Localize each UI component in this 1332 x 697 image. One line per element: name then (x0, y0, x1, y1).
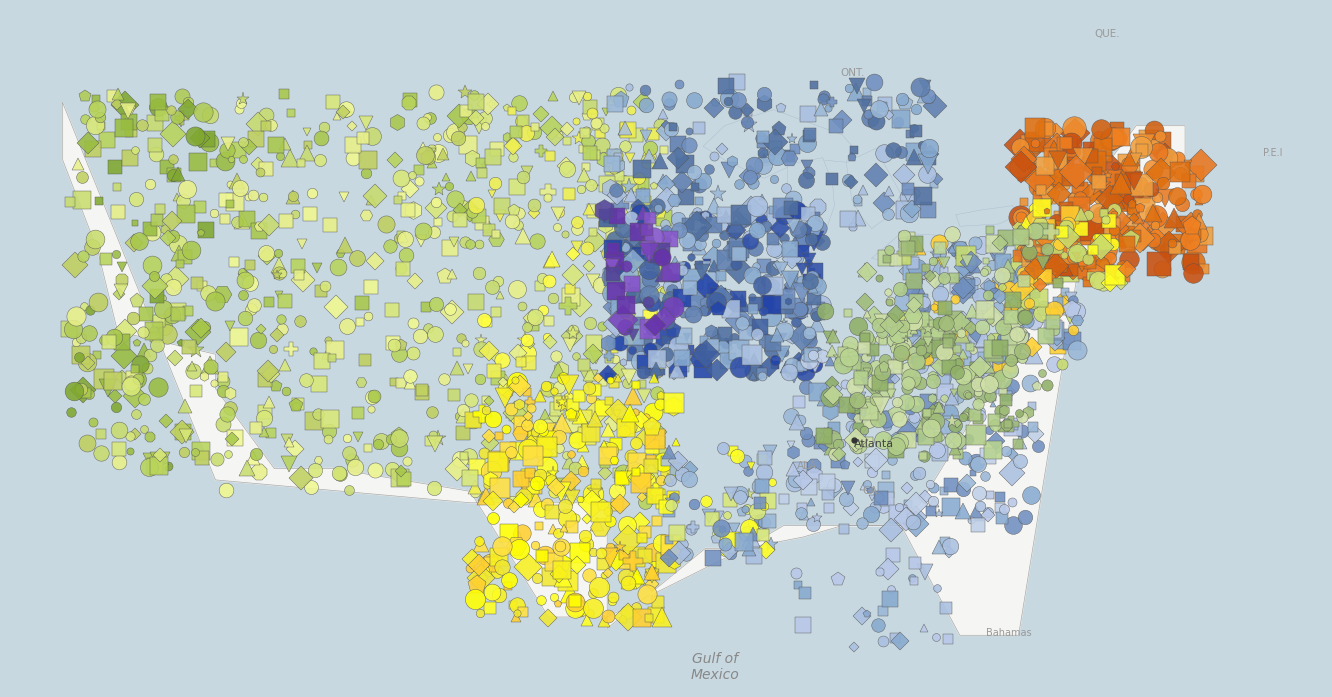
Polygon shape (871, 233, 956, 263)
Polygon shape (956, 206, 1019, 227)
Text: GA.: GA. (862, 487, 880, 496)
Text: ONT.: ONT. (840, 68, 864, 78)
Text: ALA.: ALA. (798, 461, 821, 471)
Text: Bahamas: Bahamas (986, 628, 1031, 638)
Polygon shape (703, 109, 852, 178)
Text: QUE.: QUE. (1094, 29, 1120, 39)
Polygon shape (846, 148, 900, 229)
Text: Gulf of
Mexico: Gulf of Mexico (690, 652, 739, 682)
Polygon shape (63, 103, 1185, 635)
Polygon shape (787, 158, 834, 258)
Text: Atlanta: Atlanta (854, 440, 894, 450)
Text: P.E.I: P.E.I (1264, 148, 1283, 158)
